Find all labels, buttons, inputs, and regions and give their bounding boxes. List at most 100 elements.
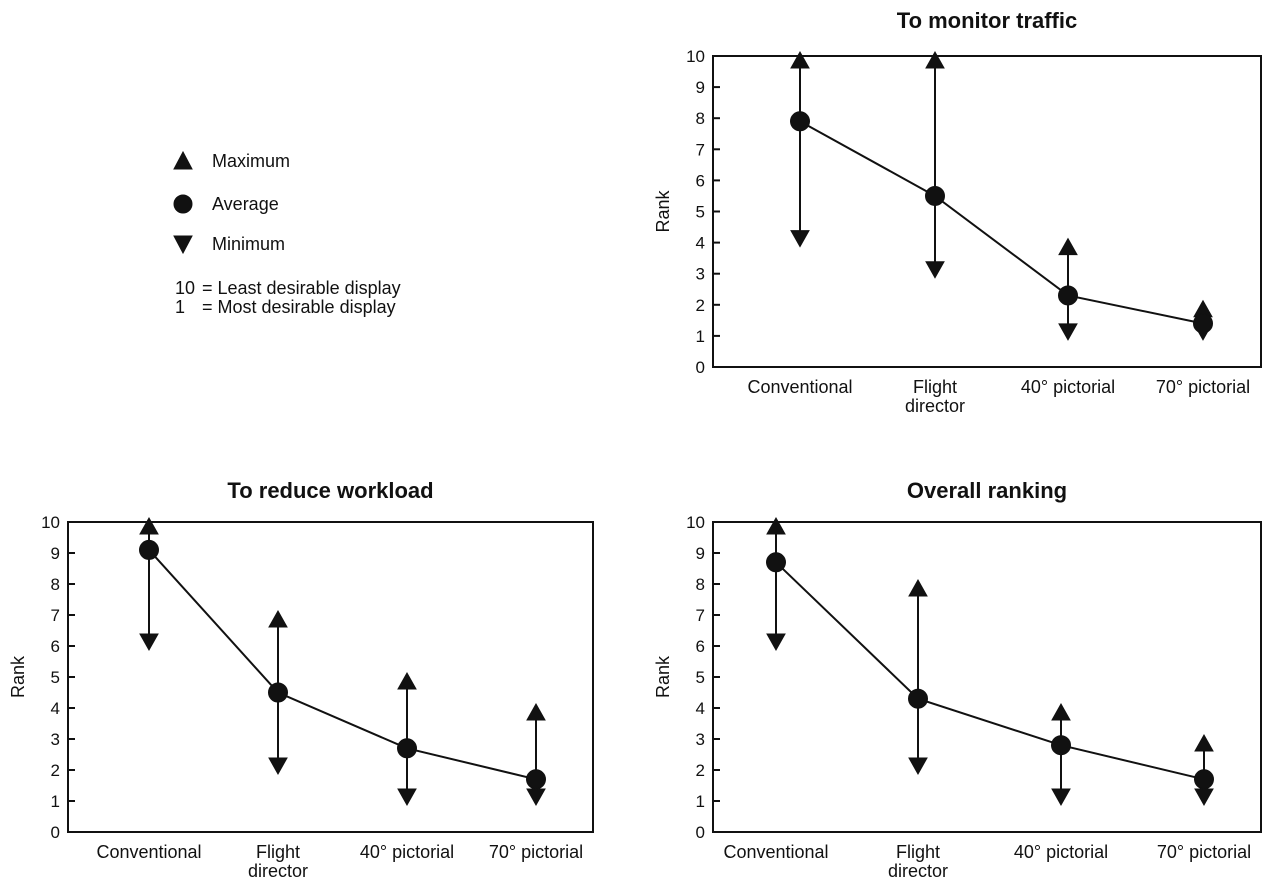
legend-item-minimum: Minimum [173, 234, 285, 255]
y-tick-label: 6 [696, 171, 705, 190]
legend-label: Minimum [212, 234, 285, 254]
minimum-marker [397, 788, 417, 807]
x-category-label-line: Flight [896, 842, 940, 862]
average-point [925, 185, 945, 206]
minimum-marker [790, 230, 810, 248]
x-category-label: Conventional [723, 842, 828, 862]
average-point [766, 552, 786, 573]
y-tick-label: 3 [51, 730, 60, 749]
y-tick-label: 5 [696, 668, 705, 687]
y-tick-label: 0 [696, 823, 705, 842]
x-category-label-line: Conventional [747, 377, 852, 397]
legend-minimum-marker [173, 235, 193, 255]
average-point [268, 682, 288, 703]
x-category-label-line: Conventional [96, 842, 201, 862]
average-point [1194, 769, 1214, 790]
legend-note-text: = Least desirable display [202, 278, 401, 298]
y-tick-label: 8 [696, 575, 705, 594]
plot-frame [67, 521, 594, 833]
average-line [799, 120, 1204, 325]
minimum-marker [1051, 788, 1071, 807]
legend-label: Maximum [212, 151, 290, 171]
average-point [139, 539, 159, 560]
x-category-label-line: Flight [913, 377, 957, 397]
maximum-marker [397, 671, 417, 690]
x-category-label: 40° pictorial [1021, 377, 1115, 397]
x-category-label-line: Flight [256, 842, 300, 862]
y-tick-label: 2 [696, 296, 705, 315]
average-point [397, 738, 417, 759]
y-tick-label: 8 [51, 575, 60, 594]
x-category-label: Conventional [96, 842, 201, 862]
x-category-label: 70° pictorial [1156, 377, 1250, 397]
legend: Maximum Average Minimum 10 = Least desirable… [173, 150, 401, 317]
average-point [790, 111, 810, 132]
x-category-label-line: 70° pictorial [489, 842, 583, 862]
chart-overall-ranking: Overall ranking 0 1 2 3 4 5 6 7 8 9 10 Rank Conventio… [653, 478, 1262, 881]
maximum-marker [908, 578, 928, 597]
y-tick-label: 5 [51, 668, 60, 687]
average-point [908, 688, 928, 709]
legend-note: 1 = Most desirable display [175, 297, 396, 317]
y-tick-label: 9 [696, 78, 705, 97]
minimum-marker [766, 633, 786, 652]
legend-label: Average [212, 194, 279, 214]
plot-frame [712, 55, 1262, 368]
minimum-marker [1058, 323, 1078, 341]
y-tick-label: 9 [696, 544, 705, 563]
average-point [1051, 735, 1071, 756]
maximum-marker [139, 516, 159, 535]
x-category-label: 40° pictorial [360, 842, 454, 862]
y-tick-label: 5 [696, 203, 705, 222]
maximum-marker [925, 50, 945, 69]
y-tick-label: 7 [51, 606, 60, 625]
y-axis-label: Rank [653, 189, 673, 232]
y-tick-label: 2 [51, 761, 60, 780]
y-tick-label: 7 [696, 606, 705, 625]
x-category-label: Conventional [747, 377, 852, 397]
minimum-marker [268, 757, 288, 776]
x-category-label-line: director [905, 396, 965, 416]
average-point [1058, 285, 1078, 306]
y-tick-label: 0 [696, 358, 705, 377]
y-tick-label: 1 [51, 792, 60, 811]
average-point [1193, 313, 1213, 334]
legend-item-maximum: Maximum [173, 150, 290, 171]
x-category-label-line: 40° pictorial [360, 842, 454, 862]
x-category-label: 70° pictorial [489, 842, 583, 862]
y-tick-label: 2 [696, 761, 705, 780]
legend-note-value: 10 [175, 278, 195, 298]
maximum-marker [268, 609, 288, 628]
legend-item-average: Average [173, 194, 279, 214]
y-tick-label: 3 [696, 265, 705, 284]
y-tick-label: 4 [51, 699, 60, 718]
minimum-marker [908, 757, 928, 776]
minimum-marker [925, 261, 945, 279]
chart-title: To monitor traffic [897, 8, 1077, 33]
minimum-marker [1194, 788, 1214, 807]
minimum-marker [526, 788, 546, 807]
plot-frame [712, 521, 1262, 833]
legend-average-marker [173, 194, 193, 214]
y-tick-label: 4 [696, 699, 705, 718]
legend-note-text: = Most desirable display [202, 297, 396, 317]
legend-maximum-marker [173, 150, 193, 170]
y-tick-label: 4 [696, 234, 705, 253]
x-category-label-line: 70° pictorial [1157, 842, 1251, 862]
y-tick-label: 7 [696, 140, 705, 159]
maximum-marker [526, 702, 546, 721]
x-category-label-line: director [888, 861, 948, 881]
y-tick-label: 1 [696, 792, 705, 811]
y-tick-label: 10 [41, 513, 60, 532]
x-category-label-line: 40° pictorial [1021, 377, 1115, 397]
maximum-marker [790, 50, 810, 69]
x-category-label-line: 70° pictorial [1156, 377, 1250, 397]
y-tick-label: 8 [696, 109, 705, 128]
chart-reduce-workload: To reduce workload 0 1 2 3 4 5 6 7 8 9 10 Rank Conven… [8, 478, 594, 881]
x-category-label-line: 40° pictorial [1014, 842, 1108, 862]
x-category-label: 40° pictorial [1014, 842, 1108, 862]
maximum-marker [1051, 702, 1071, 721]
